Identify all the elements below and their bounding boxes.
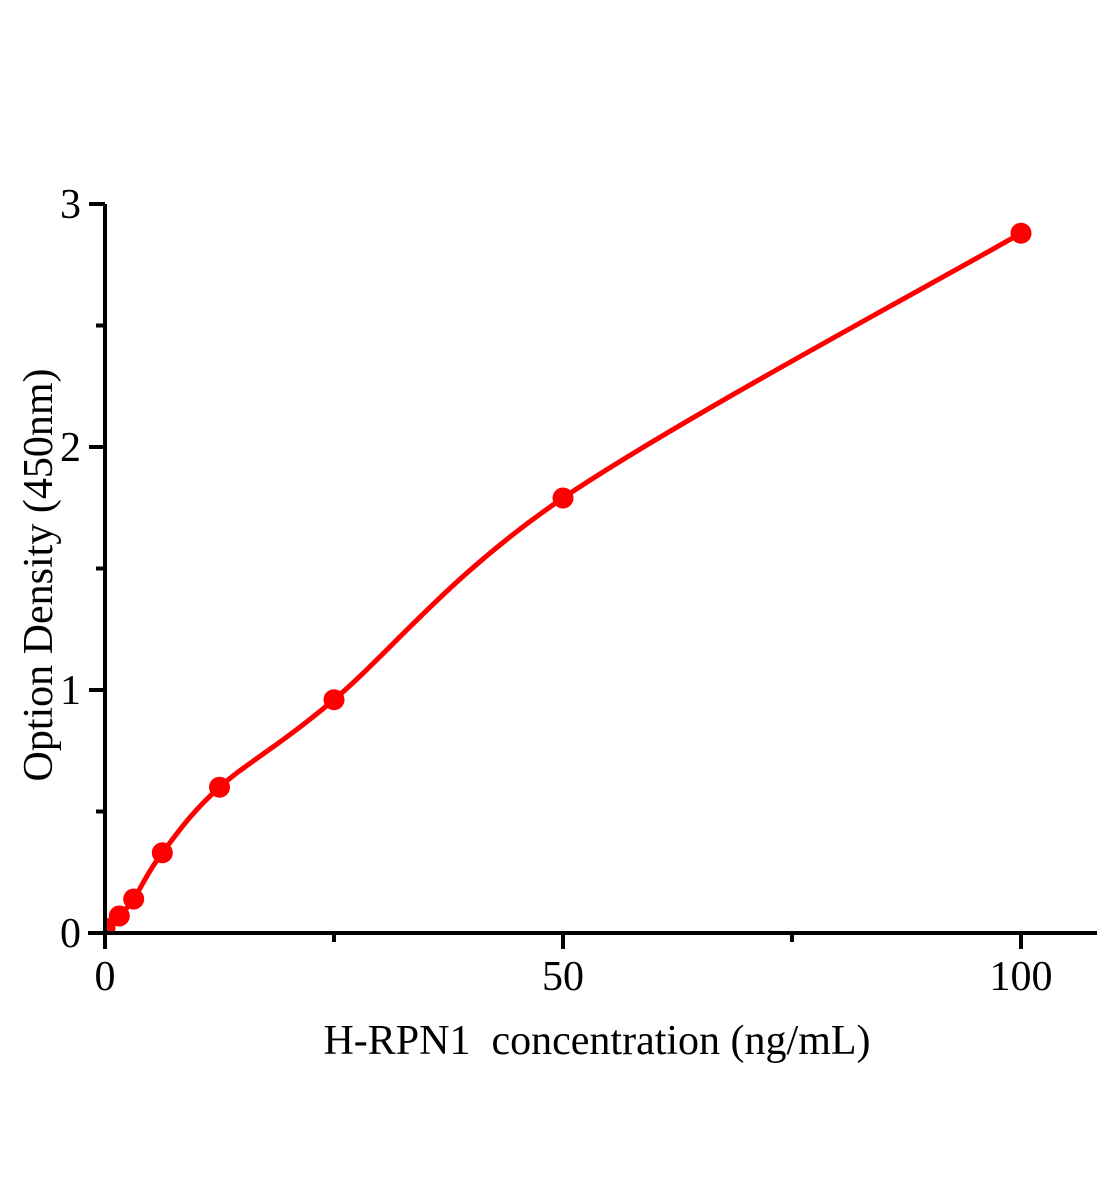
x-axis-title: H-RPN1 concentration (ng/mL) (323, 1018, 870, 1064)
data-point-marker (552, 487, 574, 509)
data-point-marker (123, 888, 145, 910)
y-tick-label: 3 (60, 182, 81, 228)
axes-layer (88, 202, 1097, 949)
data-point-marker (209, 776, 230, 798)
data-series-layer (105, 222, 1032, 933)
data-point-marker (151, 842, 173, 864)
y-tick-label: 1 (60, 668, 81, 714)
x-tick-label: 100 (990, 954, 1053, 1000)
x-tick-label: 50 (542, 954, 584, 1000)
data-point-marker (108, 905, 130, 927)
x-tick-label: 0 (95, 954, 116, 1000)
data-point-marker (1010, 222, 1032, 244)
tick-labels-layer: 0 50 100 0 1 2 3 (60, 182, 1053, 1000)
y-tick-label: 0 (60, 911, 81, 957)
y-tick-label: 2 (60, 425, 81, 471)
fitted-curve (105, 230, 1024, 931)
data-point-marker (323, 689, 345, 711)
y-axis-title: Option Density (450nm) (16, 369, 62, 782)
